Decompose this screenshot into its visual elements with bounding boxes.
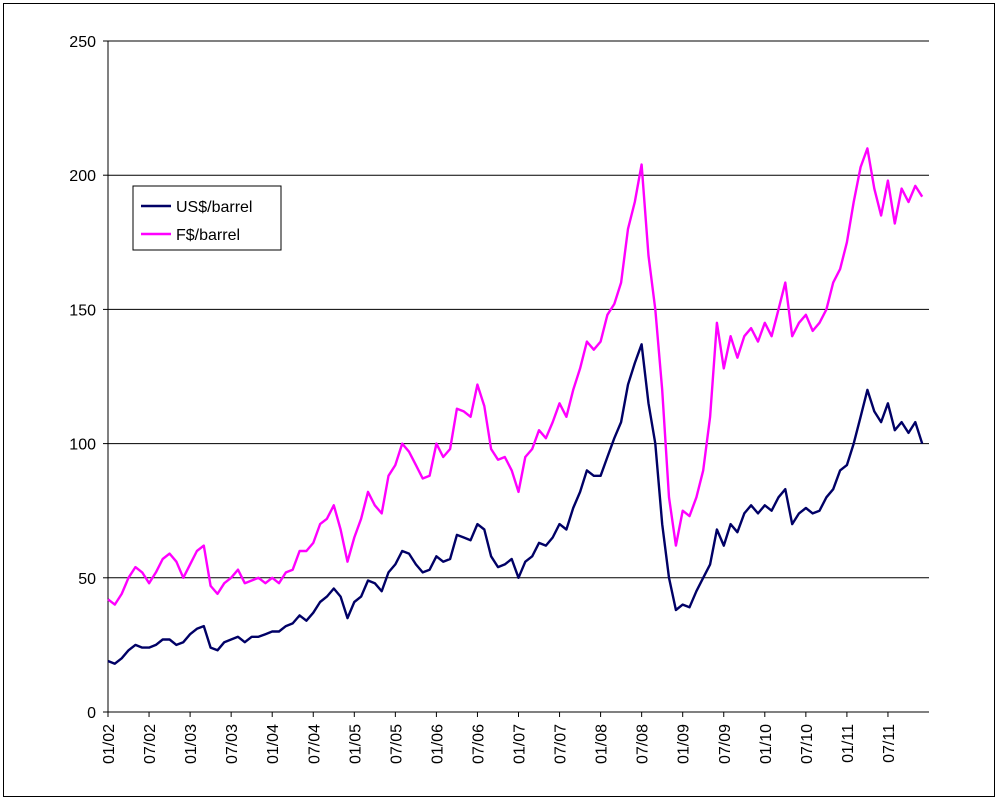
x-tick-label: 07/05 (388, 724, 405, 764)
x-tick-label: 01/02 (101, 724, 118, 764)
x-tick-label: 01/04 (265, 724, 282, 764)
x-tick-label: 01/11 (840, 724, 857, 763)
plot-area (107, 147, 924, 665)
y-axis: 0 50 100 150 200 250 (69, 34, 109, 722)
x-axis: 01/02 07/02 01/03 07/03 01/04 07/04 01/05 07/05… (101, 711, 929, 764)
x-tick-label: 07/08 (635, 724, 652, 764)
y-tick-label: 50 (78, 571, 96, 588)
legend-label: F$/barrel (176, 227, 240, 244)
chart-frame (3, 3, 995, 797)
x-tick-label: 07/07 (553, 724, 570, 764)
y-tick-label: 100 (69, 437, 96, 454)
x-tick-label: 01/09 (676, 724, 693, 764)
x-tick-label: 07/02 (142, 724, 159, 764)
x-tick-label: 07/03 (224, 724, 241, 764)
y-tick-label: 0 (87, 705, 96, 722)
y-tick-label: 150 (69, 302, 96, 319)
series-line-usd (107, 343, 924, 665)
gridlines (108, 40, 929, 579)
y-tick-label: 250 (69, 34, 96, 51)
x-tick-label: 01/07 (512, 724, 529, 764)
x-tick-label: 01/10 (758, 724, 775, 764)
x-tick-label: 07/10 (799, 724, 816, 764)
y-tick-label: 200 (69, 168, 96, 185)
x-tick-label: 07/09 (717, 724, 734, 764)
x-tick-label: 01/06 (429, 724, 446, 764)
x-tick-label: 01/05 (347, 724, 364, 764)
legend-box (132, 185, 282, 251)
series-line-fjd (107, 147, 924, 606)
x-tick-label: 07/06 (470, 724, 487, 764)
x-tick-label: 01/08 (594, 724, 611, 764)
x-tick-label: 01/03 (183, 724, 200, 764)
legend-label: US$/barrel (176, 199, 252, 216)
x-tick-label: 07/11 (881, 724, 898, 763)
x-tick-label: 07/04 (306, 724, 323, 764)
legend: US$/barrel F$/barrel (132, 185, 282, 251)
